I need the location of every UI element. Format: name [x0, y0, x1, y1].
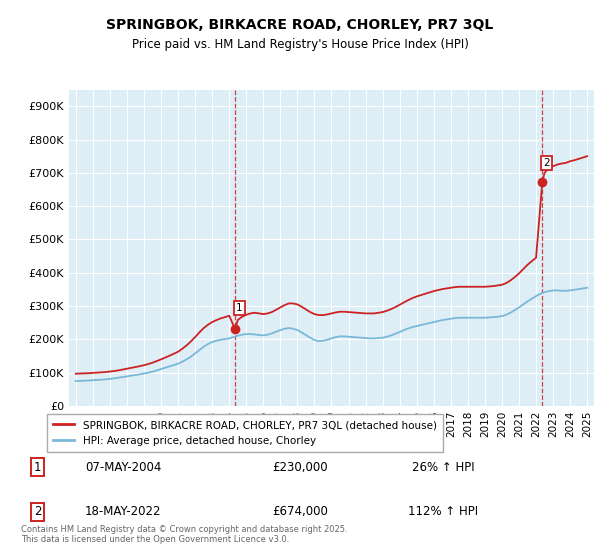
Text: 18-MAY-2022: 18-MAY-2022 [85, 505, 161, 518]
Text: Contains HM Land Registry data © Crown copyright and database right 2025.
This d: Contains HM Land Registry data © Crown c… [21, 525, 347, 544]
Text: £674,000: £674,000 [272, 505, 328, 518]
Text: SPRINGBOK, BIRKACRE ROAD, CHORLEY, PR7 3QL: SPRINGBOK, BIRKACRE ROAD, CHORLEY, PR7 3… [106, 18, 494, 32]
Text: 1: 1 [236, 303, 243, 312]
Text: Price paid vs. HM Land Registry's House Price Index (HPI): Price paid vs. HM Land Registry's House … [131, 38, 469, 52]
Text: £230,000: £230,000 [272, 460, 328, 474]
Text: 2: 2 [544, 158, 550, 168]
Text: 07-MAY-2004: 07-MAY-2004 [85, 460, 161, 474]
Text: 112% ↑ HPI: 112% ↑ HPI [409, 505, 479, 518]
Text: 26% ↑ HPI: 26% ↑ HPI [412, 460, 475, 474]
Legend: SPRINGBOK, BIRKACRE ROAD, CHORLEY, PR7 3QL (detached house), HPI: Average price,: SPRINGBOK, BIRKACRE ROAD, CHORLEY, PR7 3… [47, 414, 443, 452]
Text: 1: 1 [34, 460, 41, 474]
Text: 2: 2 [34, 505, 41, 518]
